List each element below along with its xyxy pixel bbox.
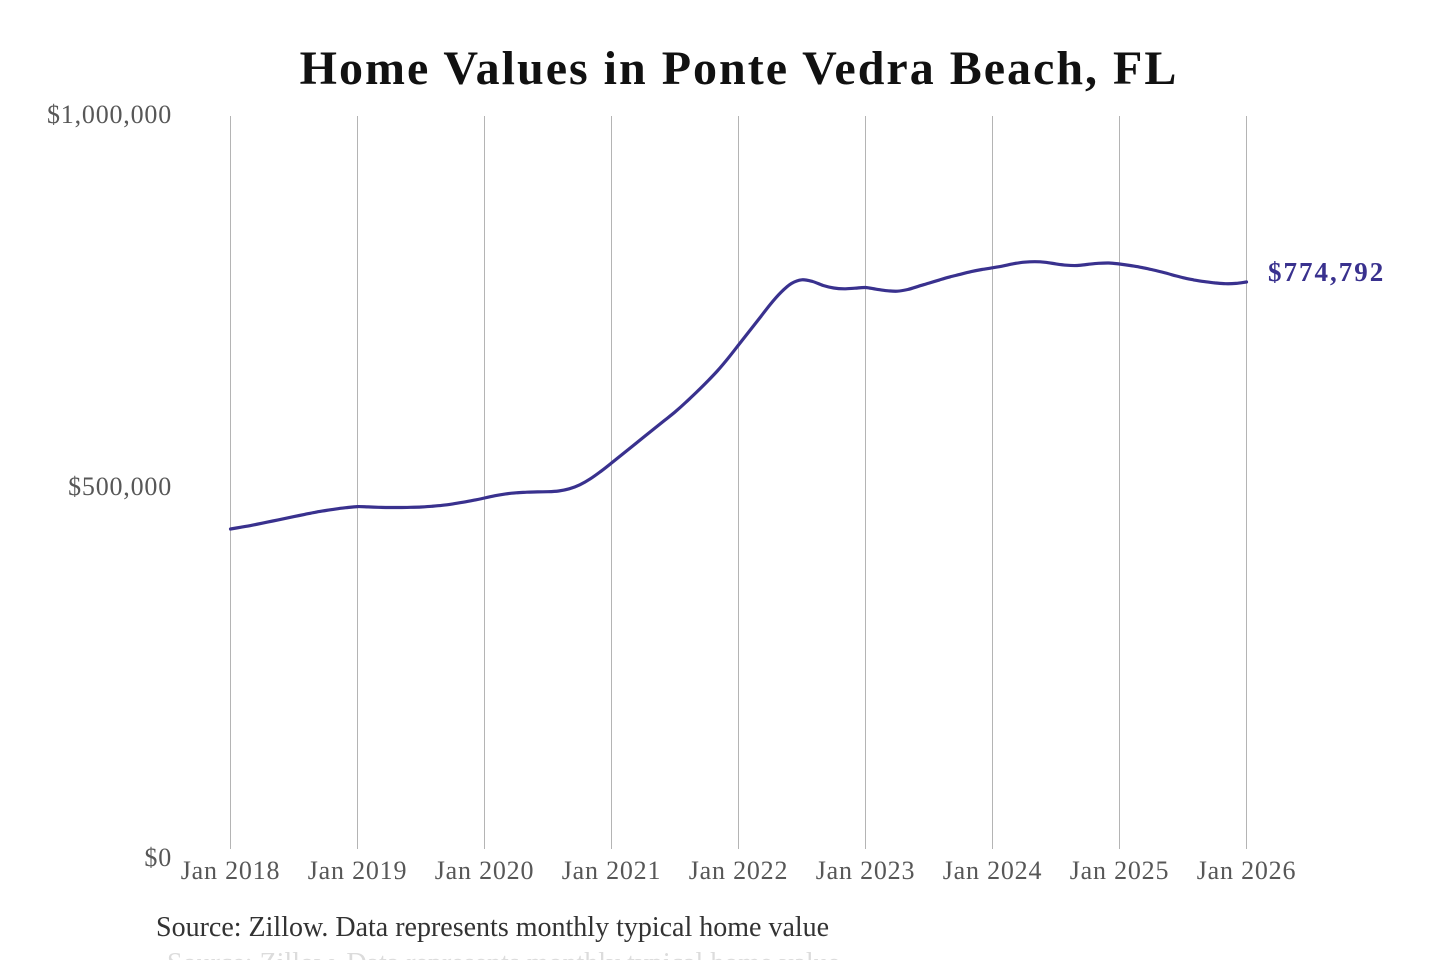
svg-text:$1,000,000: $1,000,000: [47, 100, 172, 129]
svg-text:Jan 2019: Jan 2019: [308, 856, 408, 885]
svg-text:Source: Zillow. Data represent: Source: Zillow. Data represents monthly …: [167, 948, 840, 960]
svg-text:Jan 2026: Jan 2026: [1197, 856, 1297, 885]
svg-text:Home Values in Ponte Vedra Bea: Home Values in Ponte Vedra Beach, FL: [300, 42, 1179, 95]
svg-text:$0: $0: [144, 843, 172, 872]
svg-text:Jan 2018: Jan 2018: [181, 856, 281, 885]
svg-text:Jan 2022: Jan 2022: [689, 856, 789, 885]
svg-text:Jan 2025: Jan 2025: [1070, 856, 1170, 885]
svg-text:Source: Zillow. Data represent: Source: Zillow. Data represents monthly …: [156, 912, 829, 943]
svg-text:$500,000: $500,000: [68, 472, 172, 501]
svg-text:Jan 2023: Jan 2023: [816, 856, 916, 885]
svg-text:Jan 2024: Jan 2024: [943, 856, 1043, 885]
svg-text:Jan 2021: Jan 2021: [562, 856, 662, 885]
svg-text:Jan 2020: Jan 2020: [435, 856, 535, 885]
svg-text:$774,792: $774,792: [1268, 257, 1385, 287]
